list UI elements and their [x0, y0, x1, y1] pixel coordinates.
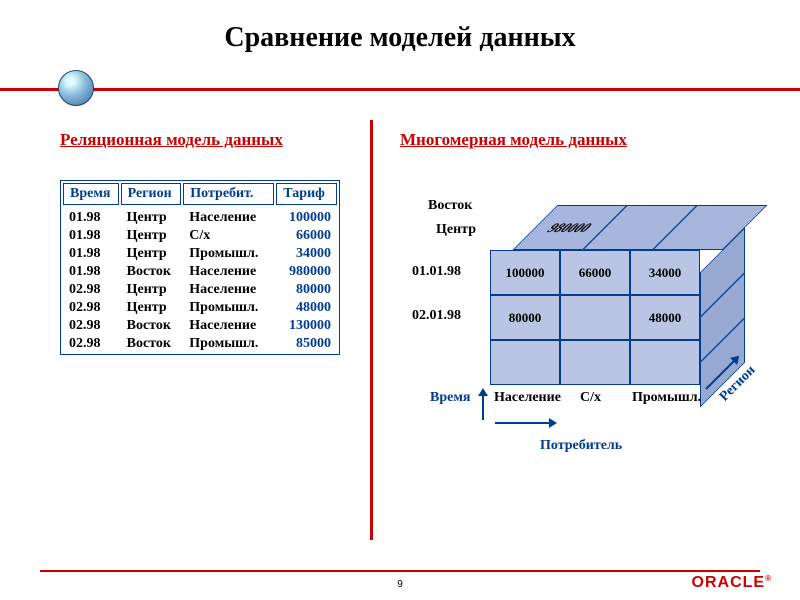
cube-cell	[560, 295, 630, 340]
table-row: 01.98ЦентрНаселение100000	[63, 207, 337, 226]
arrow-consumer	[495, 422, 555, 424]
cube-cell	[560, 340, 630, 385]
page-title: Сравнение моделей данных	[0, 0, 800, 54]
relational-title: Реляционная модель данных	[60, 130, 360, 150]
region-label: Центр	[436, 222, 476, 238]
vertical-separator	[370, 120, 373, 540]
axis-consumer-label: Потребитель	[540, 438, 622, 454]
axis-time-label: Время	[430, 390, 470, 406]
consumer-label: Промышл.	[632, 390, 701, 406]
time-label: 02.01.98	[412, 308, 461, 324]
table-row: 01.98ЦентрС/х66000	[63, 228, 337, 244]
table-row: 02.98ВостокПромышл.85000	[63, 336, 337, 352]
consumer-label: С/х	[580, 390, 601, 406]
cube-front-face: 1000006600034000 80000 48000	[490, 250, 700, 385]
left-panel: Реляционная модель данных Время Регион П…	[60, 130, 360, 355]
arrow-time	[482, 390, 484, 420]
consumer-label: Население	[494, 390, 561, 406]
relational-table: Время Регион Потребит. Тариф 01.98ЦентрН…	[60, 180, 340, 355]
table-row: 02.98ЦентрНаселение80000	[63, 282, 337, 298]
cube-cell: 100000	[490, 250, 560, 295]
cube-cell	[490, 340, 560, 385]
cube-cell	[630, 340, 700, 385]
col-header: Регион	[121, 183, 182, 205]
multidim-title: Многомерная модель данных	[400, 130, 770, 150]
oracle-logo: ORACLE®	[692, 574, 772, 592]
cube-cell: 34000	[630, 250, 700, 295]
time-label: 01.01.98	[412, 264, 461, 280]
cube-cell: 80000	[490, 295, 560, 340]
cube-diagram: Восток Центр 01.01.98 02.01.98 980000 10…	[400, 190, 760, 510]
globe-icon	[58, 70, 94, 106]
table-row: 02.98ВостокНаселение130000	[63, 318, 337, 334]
col-header: Потребит.	[183, 183, 274, 205]
col-header: Время	[63, 183, 119, 205]
slide-number: 9	[397, 579, 403, 590]
header-rule	[0, 88, 800, 91]
right-panel: Многомерная модель данных Восток Центр 0…	[400, 130, 770, 510]
cube-cell: 48000	[630, 295, 700, 340]
table-row: 01.98ВостокНаселение980000	[63, 264, 337, 280]
table-row: 02.98ЦентрПромышл.48000	[63, 300, 337, 316]
cube-cell: 66000	[560, 250, 630, 295]
col-header: Тариф	[276, 183, 337, 205]
footer-rule	[40, 570, 760, 572]
region-label: Восток	[428, 198, 472, 214]
table-row: 01.98ЦентрПромышл.34000	[63, 246, 337, 262]
